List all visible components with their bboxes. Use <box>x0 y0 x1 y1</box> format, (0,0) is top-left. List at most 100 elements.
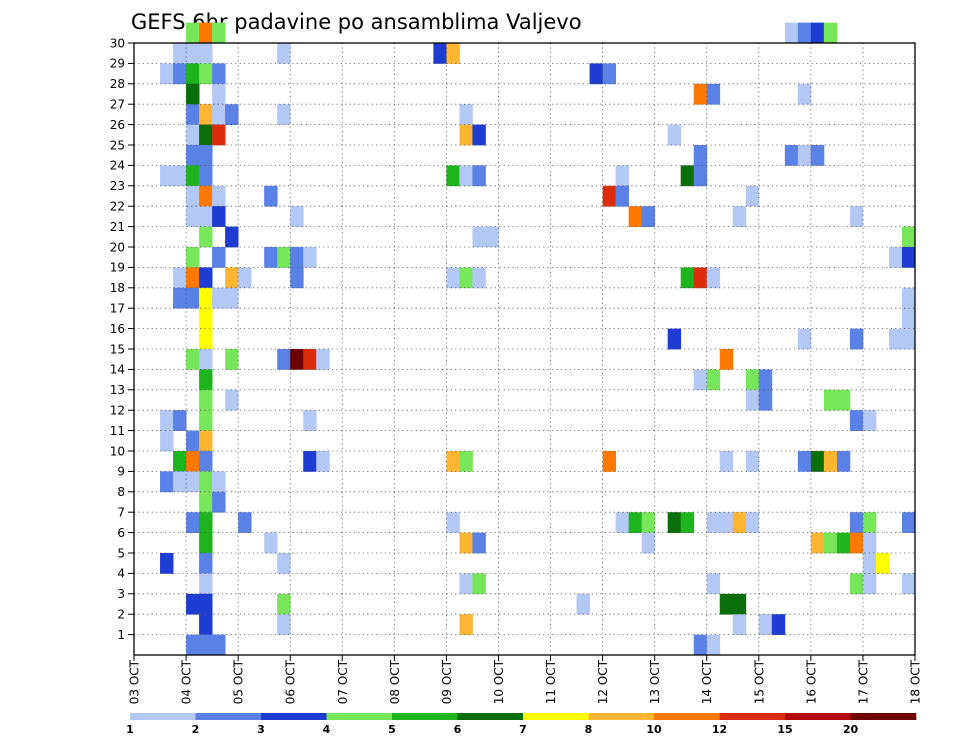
heatmap-cell <box>810 451 825 472</box>
heatmap-cell <box>199 124 213 146</box>
heatmap-cell <box>862 573 877 595</box>
y-tick-label: 3 <box>117 587 125 601</box>
heatmap-cell <box>693 369 708 391</box>
heatmap-cell <box>732 614 747 635</box>
heatmap-cell <box>225 267 239 289</box>
heatmap-cell <box>199 471 213 493</box>
heatmap-cell <box>758 389 773 411</box>
heatmap-cell <box>277 104 291 125</box>
y-tick-label: 14 <box>110 363 125 377</box>
heatmap-cell <box>693 267 708 289</box>
heatmap-cell <box>823 22 838 44</box>
heatmap-cell <box>459 614 473 635</box>
heatmap-cell <box>225 104 239 125</box>
heatmap-cell <box>238 267 252 289</box>
y-tick-label: 18 <box>110 281 125 295</box>
heatmap-cell <box>472 532 486 554</box>
heatmap-cell <box>459 104 473 125</box>
x-tick-label: 11 OCT <box>544 659 558 704</box>
heatmap-cell <box>758 369 773 391</box>
heatmap-cell <box>186 593 200 615</box>
heatmap-cell <box>849 206 864 227</box>
heatmap-cell <box>186 471 200 493</box>
y-tick-label: 4 <box>117 567 125 581</box>
heatmap-cell <box>459 451 473 472</box>
y-tick-label: 17 <box>110 302 125 316</box>
heatmap-cell <box>706 512 721 533</box>
heatmap-cell <box>797 451 812 472</box>
heatmap-cell <box>485 226 499 248</box>
legend-swatch <box>588 713 655 720</box>
heatmap-cell <box>199 328 213 350</box>
heatmap-cell <box>186 43 200 64</box>
heatmap-cell <box>199 614 213 635</box>
heatmap-cell <box>199 185 213 207</box>
heatmap-cell <box>615 165 630 187</box>
heatmap-cell <box>446 267 460 289</box>
legend-label: 10 <box>646 723 662 736</box>
heatmap-cell <box>693 83 708 105</box>
legend-swatch <box>850 713 917 720</box>
heatmap-cell <box>173 165 187 187</box>
heatmap-cell <box>199 287 213 309</box>
heatmap-cell <box>706 267 721 289</box>
heatmap-cell <box>745 389 760 411</box>
heatmap-cell <box>901 287 916 309</box>
heatmap-cell <box>199 145 213 166</box>
heatmap-cell <box>797 83 812 105</box>
y-tick-label: 12 <box>110 404 125 418</box>
heatmap-cell <box>901 308 916 329</box>
heatmap-cell <box>628 206 643 227</box>
heatmap-cell <box>160 430 174 452</box>
heatmap-cell <box>576 593 590 615</box>
heatmap-cell <box>446 512 460 533</box>
heatmap-cell <box>901 247 916 268</box>
x-tick-label: 06 OCT <box>284 659 298 704</box>
y-tick-label: 13 <box>110 383 125 397</box>
x-tick-label: 07 OCT <box>336 659 350 704</box>
heatmap-cell <box>173 451 187 472</box>
heatmap-cell <box>433 43 447 64</box>
y-tick-label: 21 <box>110 220 125 234</box>
heatmap-cell <box>212 206 226 227</box>
heatmap-cell <box>771 614 786 635</box>
heatmap-cell <box>290 206 304 227</box>
heatmap-cell <box>186 247 200 268</box>
heatmap-cell <box>160 63 174 85</box>
heatmap-cell <box>212 104 226 125</box>
heatmap-cell <box>160 553 174 574</box>
heatmap-cell <box>186 287 200 309</box>
heatmap-cell <box>186 430 200 452</box>
heatmap-cell <box>745 451 760 472</box>
heatmap-cell <box>849 328 864 350</box>
heatmap-cell <box>459 267 473 289</box>
y-tick-label: 30 <box>110 36 125 50</box>
heatmap-cell <box>810 532 825 554</box>
heatmap-cell <box>199 512 213 533</box>
y-tick-label: 10 <box>110 444 125 458</box>
heatmap-cell <box>810 145 825 166</box>
heatmap-cell <box>862 532 877 554</box>
legend-label: 6 <box>454 723 462 736</box>
x-tick-label: 10 OCT <box>492 659 506 704</box>
heatmap-cell <box>693 165 708 187</box>
y-tick-label: 22 <box>110 200 125 214</box>
heatmap-cell <box>199 553 213 574</box>
heatmap-cell <box>199 451 213 472</box>
legend-swatch <box>392 713 458 720</box>
heatmap-cell <box>589 63 603 85</box>
y-tick-label: 24 <box>110 159 125 173</box>
y-tick-label: 23 <box>110 179 125 193</box>
heatmap-cell <box>277 614 291 635</box>
heatmap-cell <box>823 532 838 554</box>
heatmap-cell <box>667 328 682 350</box>
heatmap-cell <box>173 471 187 493</box>
heatmap-cell <box>186 83 200 105</box>
heatmap-cell <box>160 165 174 187</box>
heatmap-cell <box>862 410 877 431</box>
heatmap-cell <box>290 247 304 268</box>
legend-label: 5 <box>388 723 396 736</box>
heatmap-cell <box>602 185 617 207</box>
heatmap-cell <box>199 634 213 656</box>
